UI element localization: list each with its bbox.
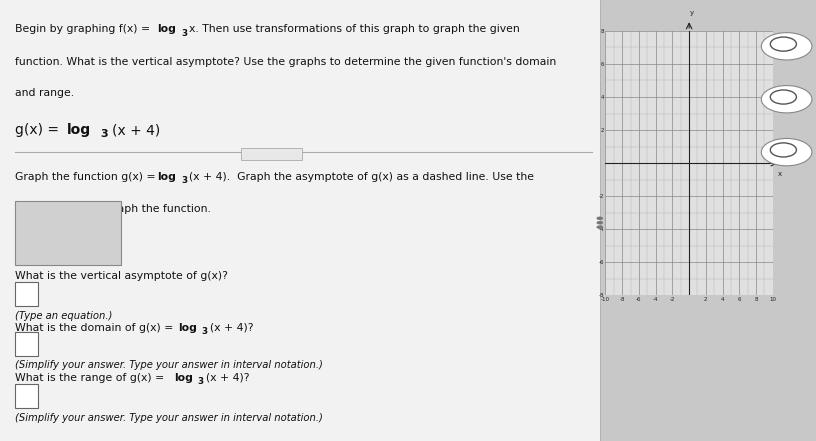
Text: What is the range of g(x) =: What is the range of g(x) = [15,373,167,383]
Text: x: x [778,172,782,177]
Text: (Simplify your answer. Type your answer in interval notation.): (Simplify your answer. Type your answer … [15,360,322,370]
Text: log: log [178,323,197,333]
Text: log: log [157,172,176,182]
Text: graphing tool to graph the function.: graphing tool to graph the function. [15,204,211,214]
Text: What is the domain of g(x) =: What is the domain of g(x) = [15,323,176,333]
Text: (Type an equation.): (Type an equation.) [15,311,112,321]
Text: What is the vertical asymptote of g(x)?: What is the vertical asymptote of g(x)? [15,271,228,281]
Text: log: log [174,373,193,383]
Text: y: y [690,10,694,16]
Text: (x + 4).  Graph the asymptote of g(x) as a dashed line. Use the: (x + 4). Graph the asymptote of g(x) as … [189,172,534,182]
Text: . . .: . . . [264,149,279,158]
Text: Click to
enlarge
graph: Click to enlarge graph [70,210,110,248]
Text: (x + 4)?: (x + 4)? [210,323,253,333]
Text: 3: 3 [202,327,208,336]
Text: x. Then use transformations of this graph to graph the given: x. Then use transformations of this grap… [189,24,520,34]
Text: function. What is the vertical asymptote? Use the graphs to determine the given : function. What is the vertical asymptote… [15,57,556,67]
Text: 3: 3 [197,377,204,386]
Text: and range.: and range. [15,88,73,98]
Text: Begin by graphing f(x) =: Begin by graphing f(x) = [15,24,153,34]
Text: g(x) =: g(x) = [15,123,63,138]
Text: ⧉: ⧉ [783,146,791,159]
Text: 3: 3 [100,129,108,139]
Text: log: log [157,24,176,34]
Text: (x + 4)?: (x + 4)? [206,373,249,383]
Text: 3: 3 [181,176,188,185]
Text: 3: 3 [181,29,188,37]
Text: log: log [67,123,91,138]
Text: (Simplify your answer. Type your answer in interval notation.): (Simplify your answer. Type your answer … [15,413,322,423]
Text: Graph the function g(x) =: Graph the function g(x) = [15,172,159,182]
Text: (x + 4): (x + 4) [112,123,160,138]
